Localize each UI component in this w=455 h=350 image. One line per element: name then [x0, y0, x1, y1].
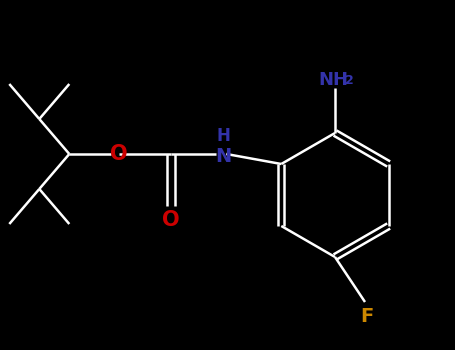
Text: H: H — [217, 127, 230, 145]
Text: F: F — [360, 307, 374, 326]
Text: O: O — [111, 144, 128, 164]
Text: 2: 2 — [344, 74, 354, 86]
Text: O: O — [162, 210, 180, 230]
Text: NH: NH — [318, 71, 348, 89]
Text: N: N — [215, 147, 232, 166]
